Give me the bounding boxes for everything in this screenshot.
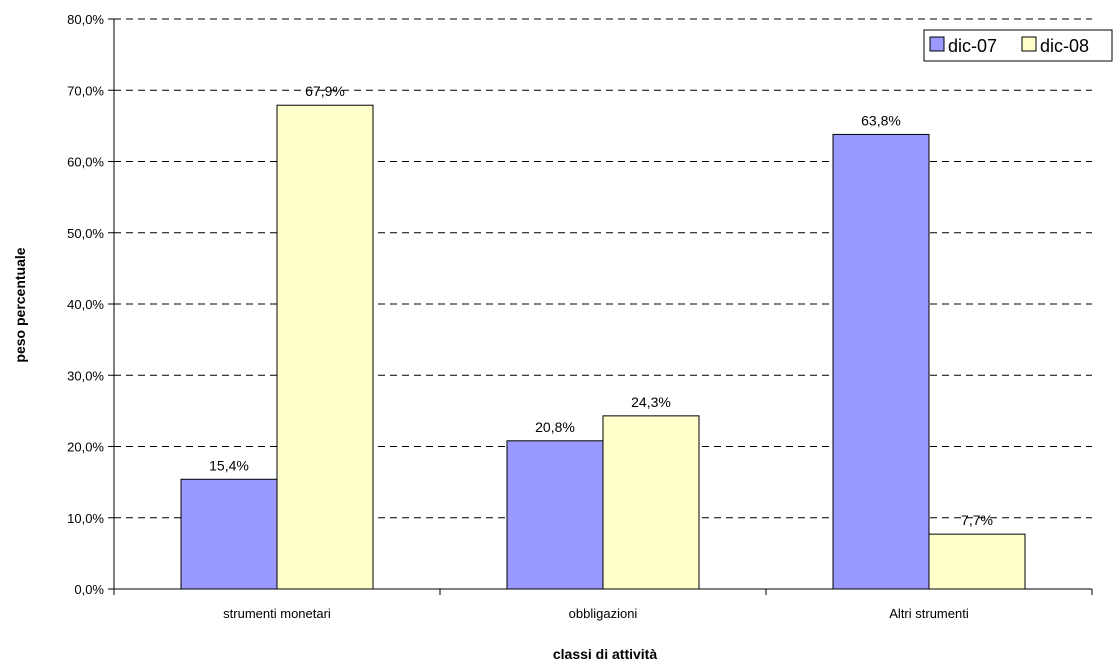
data-label-dic-08-1: 24,3% bbox=[631, 394, 671, 410]
y-tick-label: 0,0% bbox=[74, 582, 104, 597]
data-labels: 15,4% 20,8% 63,8% 67,9% 24,3% 7,7% bbox=[209, 83, 993, 528]
bars bbox=[180, 104, 1026, 590]
legend: dic-07 dic-08 bbox=[923, 29, 1113, 62]
y-tick-label: 40,0% bbox=[67, 297, 104, 312]
bar-dic-08-0 bbox=[276, 104, 374, 590]
data-label-dic-07-1: 20,8% bbox=[535, 419, 575, 435]
y-tick-label: 20,0% bbox=[67, 440, 104, 455]
bar-dic-07-0 bbox=[180, 478, 278, 590]
x-tick-label: Altri strumenti bbox=[889, 606, 969, 621]
y-axis-title: peso percentuale bbox=[12, 247, 28, 362]
bar-dic-08-2 bbox=[928, 533, 1026, 590]
y-tick-label: 50,0% bbox=[67, 226, 104, 241]
y-tick-label: 80,0% bbox=[67, 12, 104, 27]
legend-swatch-dic-07 bbox=[929, 36, 945, 52]
x-tick-label: strumenti monetari bbox=[223, 606, 331, 621]
x-tick-label: obbligazioni bbox=[569, 606, 638, 621]
bar-dic-08-1 bbox=[602, 415, 700, 590]
legend-label-dic-07: dic-07 bbox=[948, 36, 997, 56]
data-label-dic-07-0: 15,4% bbox=[209, 457, 249, 473]
y-tick-label: 30,0% bbox=[67, 368, 104, 383]
legend-box bbox=[923, 29, 1113, 62]
x-axis: strumenti monetari obbligazioni Altri stru… bbox=[113, 589, 1093, 621]
y-tick-label: 70,0% bbox=[67, 83, 104, 98]
data-label-dic-08-2: 7,7% bbox=[961, 512, 993, 528]
bar-dic-07-2 bbox=[832, 133, 930, 590]
bar-dic-07-1 bbox=[506, 440, 604, 590]
y-axis: 0,0% 10,0% 20,0% 30,0% 40,0% 50,0% 60,0% 70,0% 8… bbox=[67, 12, 114, 597]
legend-swatch-dic-08 bbox=[1021, 36, 1037, 52]
x-axis-title: classi di attività bbox=[553, 646, 657, 662]
legend-label-dic-08: dic-08 bbox=[1040, 36, 1089, 56]
y-tick-label: 10,0% bbox=[67, 511, 104, 526]
data-label-dic-08-0: 67,9% bbox=[305, 83, 345, 99]
data-label-dic-07-2: 63,8% bbox=[861, 112, 901, 128]
y-tick-label: 60,0% bbox=[67, 155, 104, 170]
